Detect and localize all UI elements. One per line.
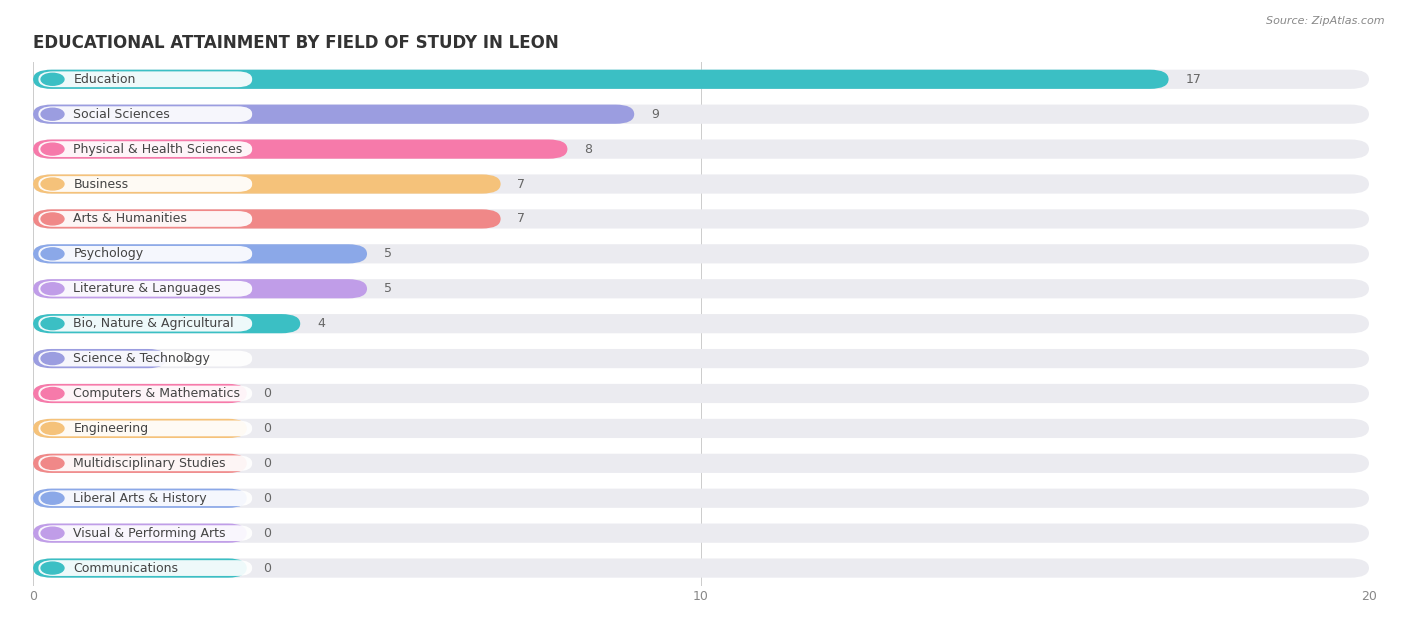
FancyBboxPatch shape <box>38 71 252 87</box>
Circle shape <box>41 387 63 399</box>
Text: Physical & Health Sciences: Physical & Health Sciences <box>73 143 243 156</box>
Circle shape <box>41 527 63 539</box>
FancyBboxPatch shape <box>34 454 247 473</box>
FancyBboxPatch shape <box>38 211 252 227</box>
Circle shape <box>41 108 63 120</box>
Circle shape <box>41 213 63 225</box>
Text: Arts & Humanities: Arts & Humanities <box>73 213 187 225</box>
Text: EDUCATIONAL ATTAINMENT BY FIELD OF STUDY IN LEON: EDUCATIONAL ATTAINMENT BY FIELD OF STUDY… <box>34 34 558 52</box>
Circle shape <box>41 143 63 155</box>
Text: 7: 7 <box>517 177 526 191</box>
FancyBboxPatch shape <box>34 139 1369 159</box>
Text: Bio, Nature & Agricultural: Bio, Nature & Agricultural <box>73 317 233 330</box>
Circle shape <box>41 178 63 190</box>
FancyBboxPatch shape <box>34 524 247 543</box>
FancyBboxPatch shape <box>34 419 247 438</box>
FancyBboxPatch shape <box>38 490 252 506</box>
FancyBboxPatch shape <box>34 488 247 508</box>
Text: Business: Business <box>73 177 128 191</box>
FancyBboxPatch shape <box>34 279 1369 298</box>
Text: Psychology: Psychology <box>73 247 143 261</box>
Text: Social Sciences: Social Sciences <box>73 108 170 121</box>
Circle shape <box>41 353 63 365</box>
FancyBboxPatch shape <box>34 139 568 159</box>
FancyBboxPatch shape <box>38 106 252 122</box>
Text: Computers & Mathematics: Computers & Mathematics <box>73 387 240 400</box>
FancyBboxPatch shape <box>34 488 1369 508</box>
FancyBboxPatch shape <box>34 69 1369 89</box>
Text: 7: 7 <box>517 213 526 225</box>
Text: 2: 2 <box>183 352 191 365</box>
FancyBboxPatch shape <box>34 558 247 577</box>
FancyBboxPatch shape <box>38 525 252 541</box>
Circle shape <box>41 283 63 295</box>
Circle shape <box>41 73 63 85</box>
Text: Education: Education <box>73 73 136 86</box>
FancyBboxPatch shape <box>38 456 252 471</box>
FancyBboxPatch shape <box>34 105 1369 124</box>
Text: 8: 8 <box>583 143 592 156</box>
FancyBboxPatch shape <box>34 314 301 333</box>
FancyBboxPatch shape <box>38 316 252 331</box>
FancyBboxPatch shape <box>38 351 252 367</box>
FancyBboxPatch shape <box>34 69 1168 89</box>
Text: 0: 0 <box>263 527 271 540</box>
FancyBboxPatch shape <box>34 384 1369 403</box>
Text: Science & Technology: Science & Technology <box>73 352 211 365</box>
Text: 4: 4 <box>316 317 325 330</box>
FancyBboxPatch shape <box>34 174 501 194</box>
FancyBboxPatch shape <box>34 244 1369 264</box>
FancyBboxPatch shape <box>34 524 1369 543</box>
Circle shape <box>41 317 63 329</box>
FancyBboxPatch shape <box>38 420 252 436</box>
FancyBboxPatch shape <box>38 386 252 401</box>
Text: Literature & Languages: Literature & Languages <box>73 282 221 295</box>
FancyBboxPatch shape <box>34 244 367 264</box>
FancyBboxPatch shape <box>34 314 1369 333</box>
Text: Multidisciplinary Studies: Multidisciplinary Studies <box>73 457 226 470</box>
FancyBboxPatch shape <box>38 560 252 576</box>
Text: 9: 9 <box>651 108 659 121</box>
Text: Engineering: Engineering <box>73 422 149 435</box>
FancyBboxPatch shape <box>34 384 247 403</box>
Text: 0: 0 <box>263 562 271 575</box>
Text: 0: 0 <box>263 387 271 400</box>
Circle shape <box>41 457 63 469</box>
FancyBboxPatch shape <box>38 176 252 192</box>
FancyBboxPatch shape <box>34 174 1369 194</box>
FancyBboxPatch shape <box>34 105 634 124</box>
FancyBboxPatch shape <box>34 454 1369 473</box>
FancyBboxPatch shape <box>34 419 1369 438</box>
FancyBboxPatch shape <box>38 246 252 262</box>
FancyBboxPatch shape <box>34 558 1369 577</box>
FancyBboxPatch shape <box>34 349 1369 368</box>
Circle shape <box>41 492 63 504</box>
Text: Source: ZipAtlas.com: Source: ZipAtlas.com <box>1267 16 1385 26</box>
Text: Visual & Performing Arts: Visual & Performing Arts <box>73 527 226 540</box>
FancyBboxPatch shape <box>34 209 501 228</box>
Text: 5: 5 <box>384 282 392 295</box>
Text: Communications: Communications <box>73 562 179 575</box>
Circle shape <box>41 248 63 260</box>
FancyBboxPatch shape <box>38 281 252 297</box>
Text: 0: 0 <box>263 457 271 470</box>
Text: 0: 0 <box>263 422 271 435</box>
Text: 5: 5 <box>384 247 392 261</box>
Text: 0: 0 <box>263 492 271 505</box>
Circle shape <box>41 562 63 574</box>
FancyBboxPatch shape <box>34 349 167 368</box>
Text: 17: 17 <box>1185 73 1201 86</box>
FancyBboxPatch shape <box>34 209 1369 228</box>
FancyBboxPatch shape <box>34 279 367 298</box>
FancyBboxPatch shape <box>38 141 252 157</box>
Circle shape <box>41 422 63 434</box>
Text: Liberal Arts & History: Liberal Arts & History <box>73 492 207 505</box>
